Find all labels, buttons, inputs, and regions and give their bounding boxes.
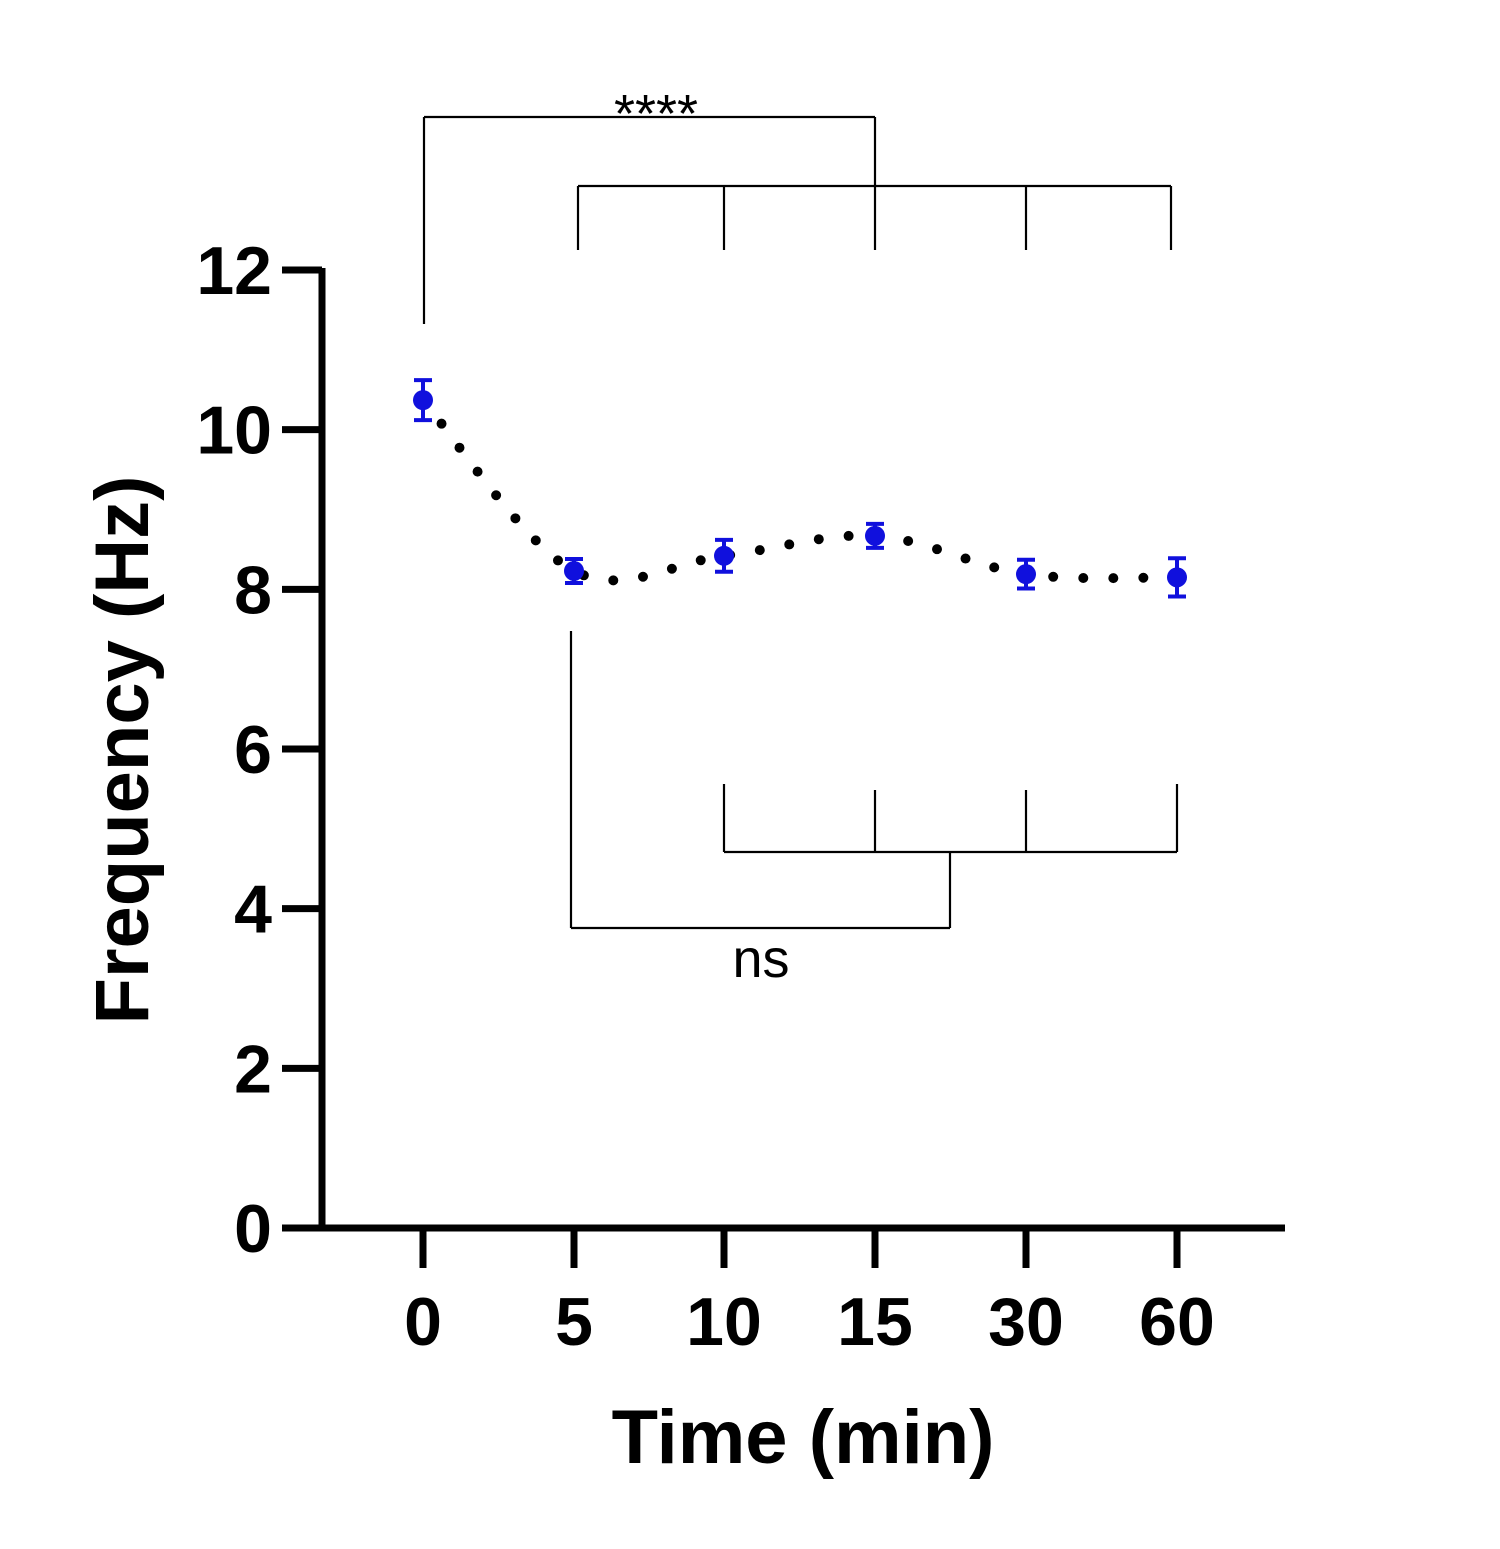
y-tick-label: 8 <box>234 552 272 628</box>
y-tick-label: 6 <box>234 712 272 788</box>
x-axis-title: Time (min) <box>612 1395 995 1480</box>
data-point <box>413 390 433 411</box>
y-tick-label: 12 <box>196 233 272 309</box>
data-point <box>564 560 584 581</box>
y-axis-title: Frequency (Hz) <box>80 476 165 1025</box>
y-tick-label: 10 <box>196 393 272 469</box>
x-tick-label: 15 <box>837 1284 913 1360</box>
x-tick-label: 5 <box>555 1284 593 1360</box>
series-layer <box>413 378 1187 599</box>
x-tick-label: 10 <box>686 1284 762 1360</box>
axes: 0 2 4 6 8 10 12 0 5 10 15 30 60 <box>196 233 1285 1360</box>
x-tick-label: 60 <box>1139 1284 1215 1360</box>
y-tick-label: 2 <box>234 1031 272 1107</box>
y-tick-label: 0 <box>234 1191 272 1267</box>
sig-label-ns: ns <box>732 929 789 989</box>
data-point <box>1016 564 1036 585</box>
data-point <box>1167 567 1187 588</box>
y-tick-label: 4 <box>234 872 272 948</box>
significance-brackets: **** ns <box>422 84 1179 989</box>
series-line <box>418 395 1182 586</box>
x-tick-label: 30 <box>988 1284 1064 1360</box>
data-point <box>714 545 734 566</box>
x-tick-label: 0 <box>404 1284 442 1360</box>
sig-label-stars: **** <box>614 84 698 144</box>
data-point <box>865 525 885 546</box>
